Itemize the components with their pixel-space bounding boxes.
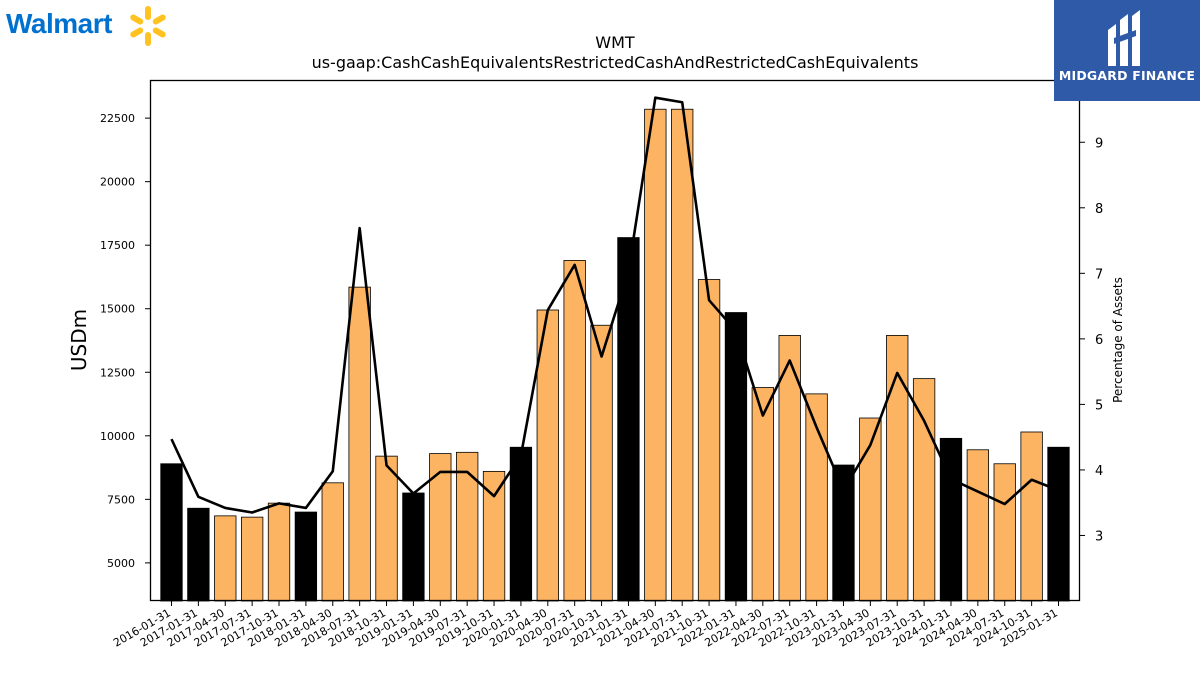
percent-line-series (170, 96, 1059, 514)
y-axis-left: 5000 7500 10000 12500 15000 17500 20000 22500 (100, 112, 150, 570)
y-tick-label: 15000 (100, 303, 135, 316)
bar-2020-10-31 (590, 324, 613, 602)
y-tick-label: 22500 (100, 112, 135, 125)
bar-2021-04-30 (644, 108, 667, 602)
y2-tick-label: 3 (1095, 529, 1103, 544)
bar-2022-04-30 (751, 387, 774, 602)
bar-2020-07-31 (563, 260, 586, 602)
x-axis: 2016-01-312017-01-312017-04-302017-07-31… (111, 601, 1060, 650)
y-tick-label: 20000 (100, 176, 135, 189)
plot-frame (149, 79, 1081, 602)
y2-tick-label: 9 (1095, 136, 1103, 151)
bar-2024-04-30 (966, 449, 990, 602)
bar-2019-07-31 (456, 451, 479, 602)
midgard-mark-icon (1108, 10, 1140, 66)
y2-tick-label: 4 (1095, 464, 1103, 479)
midgard-finance-logo: MIDGARD FINANCE (1054, 0, 1200, 101)
bar-2023-10-31 (912, 378, 936, 602)
bar-2021-10-31 (697, 279, 721, 602)
walmart-wordmark: Walmart (6, 8, 112, 39)
bar-2024-07-31 (993, 463, 1016, 602)
bar-2018-04-30 (321, 482, 344, 602)
chart-title: WMT (595, 33, 635, 52)
percent-line (170, 96, 1059, 514)
walmart-logo: Walmart (4, 2, 174, 46)
bar-2024-10-31 (1020, 431, 1043, 602)
y2-axis-label: Percentage of Assets (1111, 277, 1125, 403)
bar-2025-01-31 (1047, 446, 1070, 602)
bar-2016-01-31 (160, 463, 183, 602)
bar-2017-07-31 (240, 516, 264, 602)
bar-2018-07-31 (348, 286, 371, 602)
bar-series (160, 108, 1070, 602)
y-tick-label: 10000 (100, 430, 135, 443)
bar-2017-01-31 (187, 507, 210, 602)
bar-2020-01-31 (509, 446, 533, 602)
bar-2023-01-31 (832, 464, 855, 602)
chart-subtitle: us-gaap:CashCashEquivalentsRestrictedCas… (311, 53, 919, 72)
y2-tick-label: 6 (1095, 333, 1103, 348)
bar-2018-10-31 (375, 455, 398, 602)
y-tick-label: 7500 (107, 493, 135, 506)
y2-tick-label: 7 (1095, 267, 1103, 282)
bar-2019-04-30 (429, 453, 452, 602)
y-tick-label: 5000 (107, 557, 135, 570)
bar-2017-04-30 (214, 515, 237, 602)
walmart-spark-icon (130, 6, 166, 46)
bar-2018-01-31 (294, 511, 318, 602)
y-tick-label: 17500 (100, 239, 135, 252)
y2-tick-label: 8 (1095, 202, 1103, 217)
midgard-brand-text: MIDGARD FINANCE (1058, 68, 1196, 83)
y-axis-right: 3 4 5 6 7 8 9 (1080, 136, 1103, 544)
bar-2021-07-31 (671, 108, 694, 602)
bar-2017-10-31 (267, 502, 291, 602)
bar-2019-01-31 (402, 492, 425, 602)
y2-tick-label: 5 (1095, 398, 1103, 413)
y-axis-label: USDm (67, 309, 91, 371)
y-tick-label: 12500 (100, 366, 135, 379)
